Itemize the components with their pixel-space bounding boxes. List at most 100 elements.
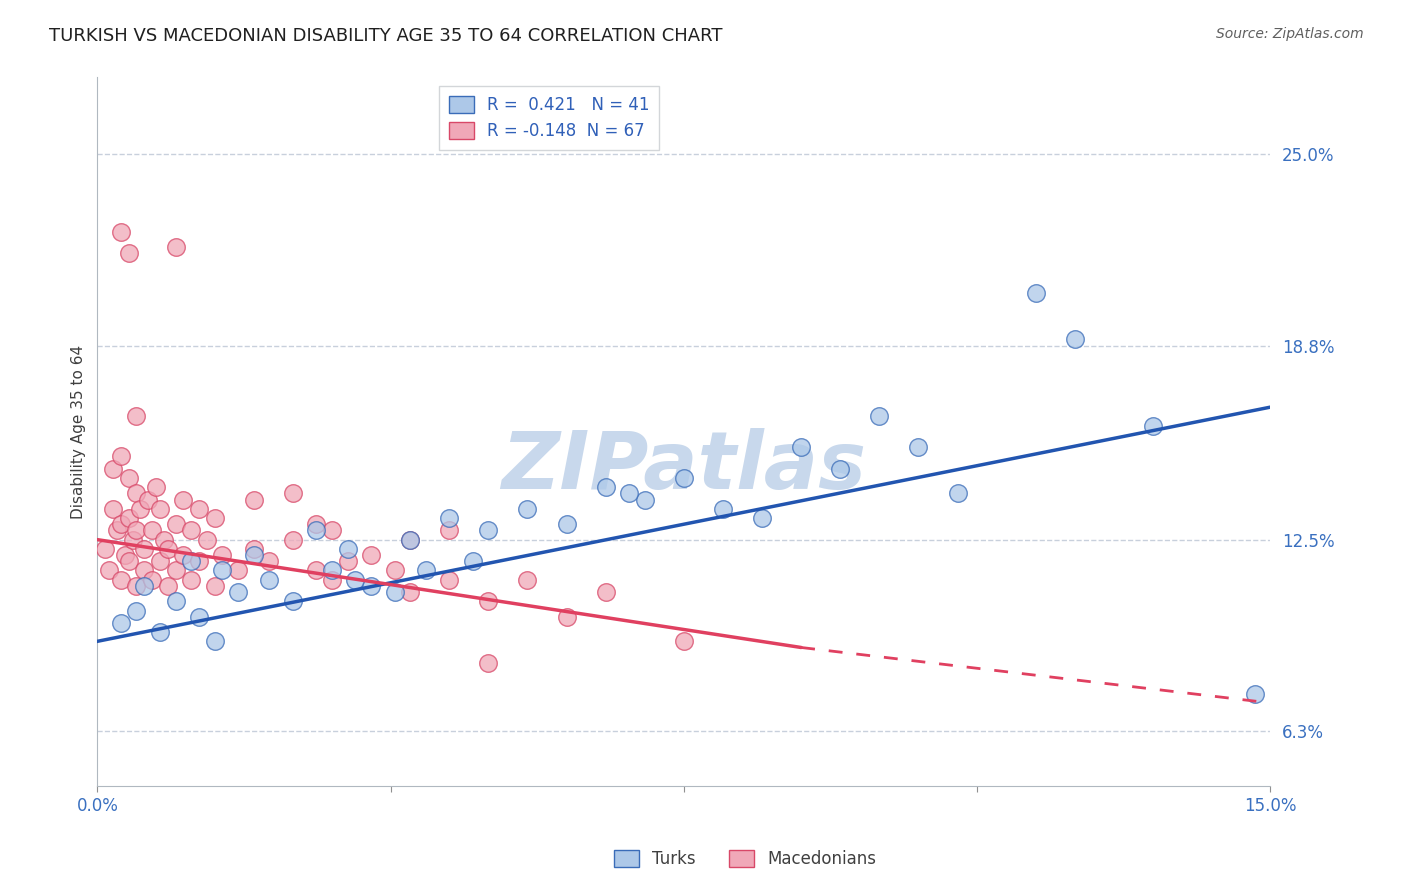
Point: [117, 511, 139, 525]
Point: [110, 573, 132, 587]
Point: [110, 517, 132, 532]
Point: [477, 594, 499, 608]
Point: [555, 517, 578, 532]
Point: [242, 548, 264, 562]
Point: [336, 554, 359, 568]
Legend: R =  0.421   N = 41, R = -0.148  N = 67: R = 0.421 N = 41, R = -0.148 N = 67: [439, 86, 659, 151]
Point: [555, 609, 578, 624]
Point: [141, 524, 163, 538]
Point: [259, 573, 281, 587]
Point: [121, 533, 143, 547]
Point: [399, 533, 422, 547]
Point: [129, 501, 152, 516]
Point: [125, 409, 148, 424]
Point: [134, 564, 156, 578]
Point: [204, 579, 226, 593]
Point: [336, 541, 359, 556]
Point: [384, 585, 406, 599]
Point: [595, 480, 617, 494]
Point: [110, 615, 132, 630]
Point: [195, 533, 218, 547]
Point: [204, 634, 226, 648]
Point: [305, 524, 328, 538]
Point: [125, 524, 148, 538]
Point: [634, 492, 657, 507]
Point: [180, 554, 202, 568]
Point: [180, 573, 202, 587]
Point: [344, 573, 367, 587]
Point: [149, 501, 172, 516]
Point: [110, 450, 132, 464]
Point: [281, 486, 304, 500]
Point: [477, 524, 499, 538]
Point: [156, 579, 179, 593]
Point: [101, 501, 124, 516]
Point: [399, 533, 422, 547]
Point: [1063, 332, 1085, 346]
Point: [242, 541, 264, 556]
Point: [868, 409, 890, 424]
Point: [180, 524, 202, 538]
Point: [188, 609, 211, 624]
Point: [321, 524, 343, 538]
Point: [149, 554, 172, 568]
Point: [946, 486, 969, 500]
Point: [516, 501, 538, 516]
Point: [149, 625, 172, 640]
Point: [305, 517, 328, 532]
Point: [415, 564, 437, 578]
Point: [117, 246, 139, 260]
Point: [204, 511, 226, 525]
Point: [321, 564, 343, 578]
Legend: Turks, Macedonians: Turks, Macedonians: [607, 843, 883, 875]
Point: [110, 225, 132, 239]
Point: [321, 573, 343, 587]
Point: [145, 480, 167, 494]
Point: [165, 594, 187, 608]
Point: [711, 501, 734, 516]
Point: [165, 240, 187, 254]
Text: Source: ZipAtlas.com: Source: ZipAtlas.com: [1216, 27, 1364, 41]
Point: [595, 585, 617, 599]
Point: [117, 554, 139, 568]
Point: [305, 564, 328, 578]
Point: [101, 462, 124, 476]
Point: [1025, 286, 1047, 301]
Point: [360, 579, 382, 593]
Point: [477, 656, 499, 670]
Point: [125, 486, 148, 500]
Point: [907, 440, 929, 454]
Point: [672, 634, 695, 648]
Point: [125, 579, 148, 593]
Point: [439, 573, 461, 587]
Point: [790, 440, 813, 454]
Point: [281, 594, 304, 608]
Point: [384, 564, 406, 578]
Point: [114, 548, 136, 562]
Point: [94, 541, 117, 556]
Point: [188, 501, 211, 516]
Point: [98, 564, 121, 578]
Point: [211, 564, 233, 578]
Text: ZIPatlas: ZIPatlas: [502, 428, 866, 507]
Point: [156, 541, 179, 556]
Point: [751, 511, 773, 525]
Point: [105, 524, 128, 538]
Point: [360, 548, 382, 562]
Point: [226, 564, 249, 578]
Point: [172, 492, 194, 507]
Point: [439, 511, 461, 525]
Point: [165, 564, 187, 578]
Point: [439, 524, 461, 538]
Point: [125, 603, 148, 617]
Point: [617, 486, 640, 500]
Y-axis label: Disability Age 35 to 64: Disability Age 35 to 64: [72, 344, 86, 519]
Point: [516, 573, 538, 587]
Point: [461, 554, 484, 568]
Point: [134, 579, 156, 593]
Point: [172, 548, 194, 562]
Point: [242, 492, 264, 507]
Point: [281, 533, 304, 547]
Point: [1142, 418, 1164, 433]
Point: [226, 585, 249, 599]
